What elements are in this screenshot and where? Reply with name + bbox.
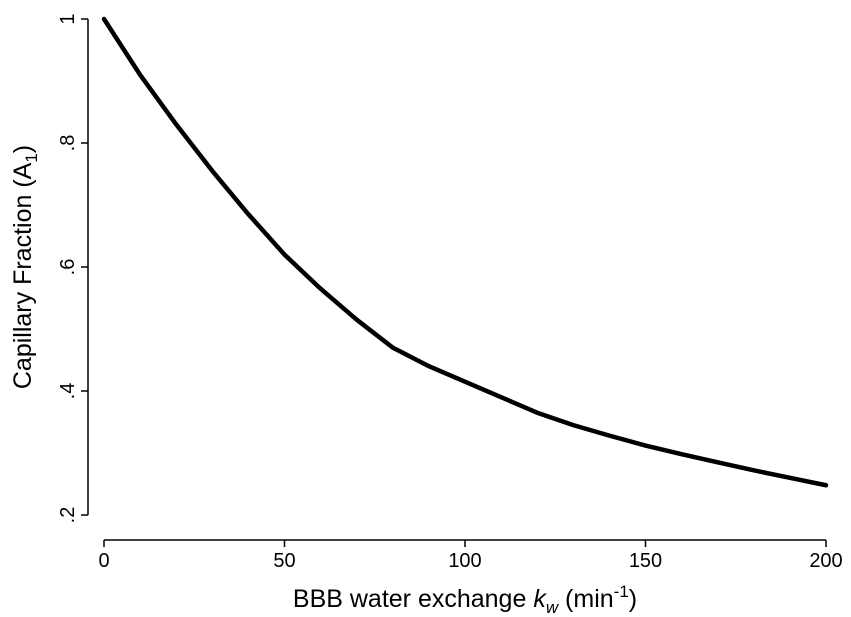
y-title-part: Capillary Fraction (A [9, 162, 37, 389]
x-tick-label: 0 [98, 550, 109, 572]
y-tick-label: .2 [57, 507, 79, 524]
y-tick-label: .6 [57, 259, 79, 276]
x-tick-label: 150 [629, 550, 662, 572]
y-title-part: ) [9, 145, 37, 153]
x-title-part: BBB water exchange [293, 585, 533, 613]
x-title-part: ) [629, 585, 637, 613]
y-tick-label: 1 [57, 13, 79, 24]
line [101, 16, 829, 488]
x-title-part: w [546, 598, 560, 617]
x-tick-label: 100 [448, 550, 481, 572]
y-tick-label: .4 [57, 383, 79, 400]
y-tick-label: .8 [57, 135, 79, 152]
x-tick-label: 200 [809, 550, 842, 572]
x-title-part: (min [558, 585, 614, 613]
x-title-part: k [533, 585, 547, 613]
x-axis-title: BBB water exchange kw (min-1) [293, 582, 637, 617]
y-axis-title: Capillary Fraction (A1) [9, 145, 41, 389]
x-title-part: -1 [614, 582, 629, 601]
x-tick-label: 50 [273, 550, 295, 572]
y-title-part: 1 [22, 153, 41, 162]
